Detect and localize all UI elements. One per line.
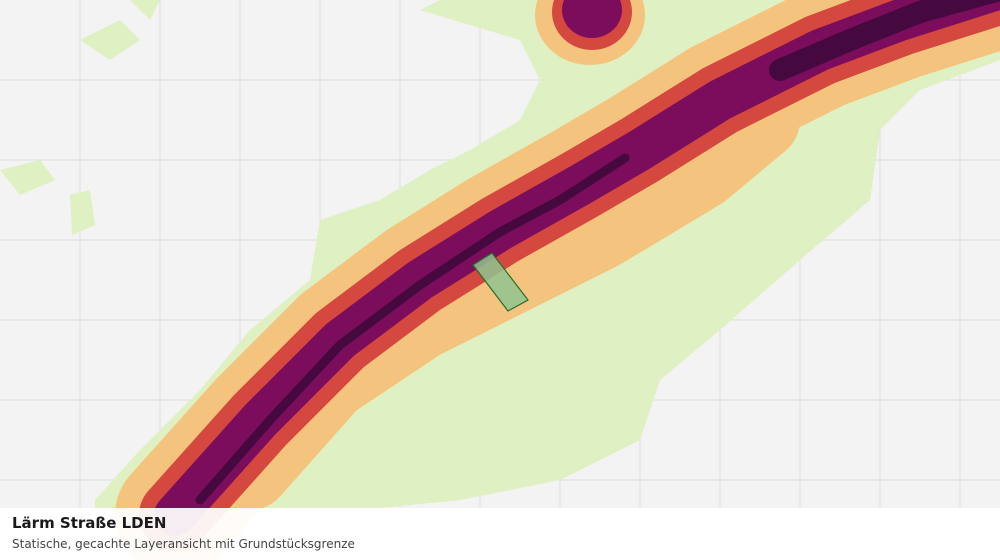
layer-subtitle: Statische, gecachte Layeransicht mit Gru…	[12, 537, 355, 551]
info-footer: Lärm Straße LDEN Statische, gecachte Lay…	[0, 508, 1000, 560]
parcel-boundary	[472, 252, 529, 312]
layer-title: Lärm Straße LDEN	[12, 514, 167, 532]
